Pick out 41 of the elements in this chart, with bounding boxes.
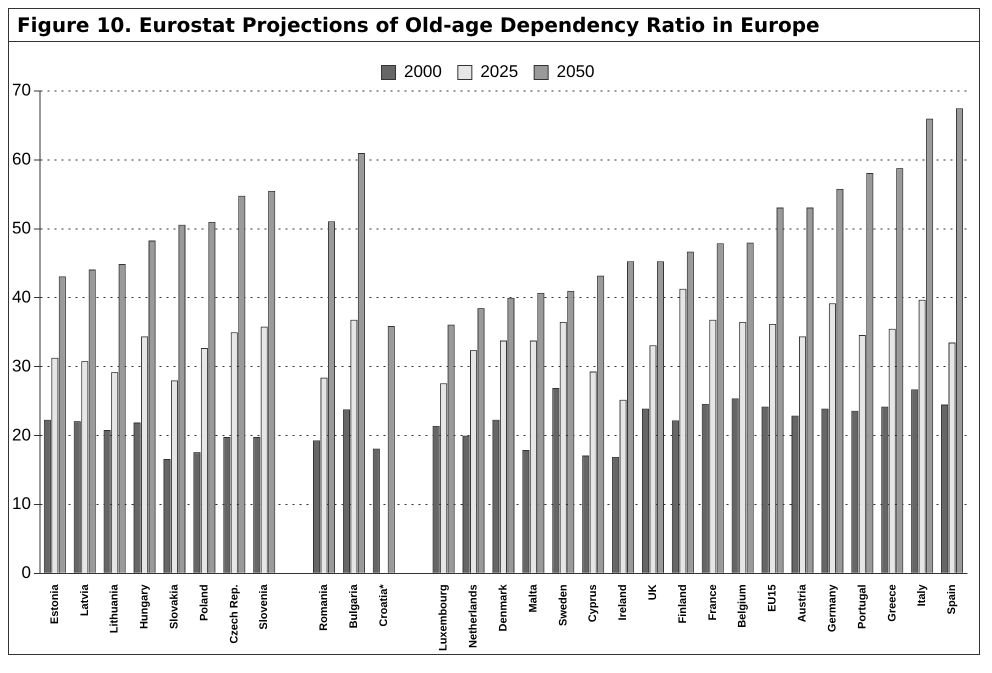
y-tick-label: 60 (12, 150, 31, 169)
x-tick-label: Belgium (736, 584, 749, 628)
x-tick-label: Estonia (48, 584, 61, 624)
x-tick-label: Czech Rep. (228, 584, 240, 644)
x-tick-label: Luxembourg (438, 584, 450, 652)
y-tick-label: 40 (12, 287, 31, 306)
x-tick-label: Germany (826, 584, 838, 632)
x-tick-label: Denmark (497, 584, 510, 632)
y-tick-label: 70 (12, 80, 31, 100)
x-tick-label: Hungary (138, 584, 151, 630)
x-tick-label: Sweden (557, 584, 570, 626)
x-tick-label: France (706, 584, 719, 620)
x-tick-label: Italy (916, 584, 928, 606)
x-tick-label: Netherlands (468, 584, 480, 648)
legend-label: 2000 (404, 62, 442, 82)
x-tick-label: Portugal (856, 584, 868, 630)
x-tick-label: Finland (676, 584, 689, 624)
x-tick-label: EU15 (766, 584, 779, 612)
legend-label: 2025 (480, 62, 518, 82)
x-tick-label: Austria (796, 584, 809, 622)
x-tick-label: Greece (886, 584, 898, 622)
y-tick-label: 30 (12, 356, 31, 376)
x-tick-label: Slovenia (258, 584, 270, 630)
y-tick-label: 20 (12, 425, 31, 444)
legend-label: 2050 (556, 62, 594, 82)
y-tick-label: 50 (12, 218, 31, 238)
x-tick-label: Bulgaria (348, 584, 360, 628)
x-tick-label: Poland (198, 584, 210, 622)
y-tick-label: 0 (21, 563, 31, 582)
chart-title: Figure 10. Eurostat Projections of Old-age Dependency Ratio in Europe (9, 9, 979, 42)
x-tick-label: Slovakia (168, 584, 181, 630)
x-tick-label: Croatia* (378, 584, 390, 627)
x-tick-label: Ireland (617, 584, 630, 620)
x-tick-label: Malta (527, 584, 540, 613)
x-tick-label: Latvia (78, 584, 91, 616)
y-tick-label: 10 (12, 494, 31, 514)
x-tick-label: Spain (946, 584, 958, 614)
x-tick-label: Lithuania (108, 584, 121, 634)
x-tick-label: UK (647, 584, 660, 600)
x-tick-label: Romania (318, 584, 330, 631)
x-tick-label: Cyprus (587, 584, 600, 622)
